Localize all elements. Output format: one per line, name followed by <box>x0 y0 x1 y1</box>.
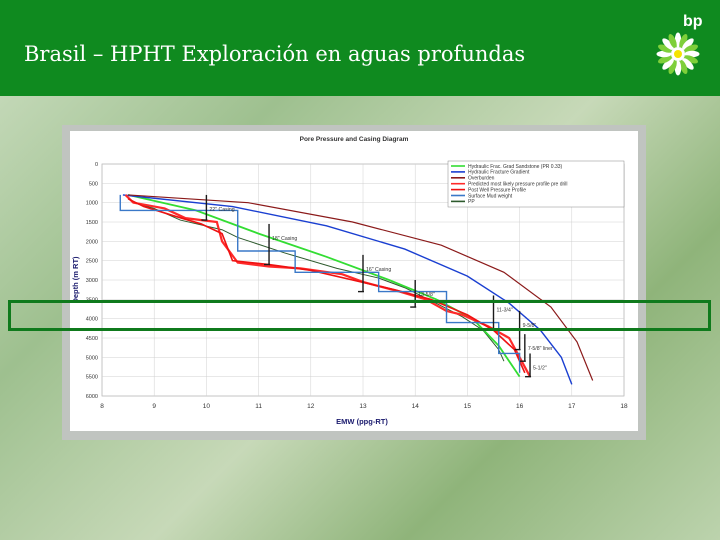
legend-entry: Overburden <box>468 176 495 182</box>
x-tick-label: 16 <box>516 403 524 410</box>
logo-petal <box>683 55 698 64</box>
x-tick-label: 8 <box>100 403 104 410</box>
chart-title: Pore Pressure and Casing Diagram <box>300 136 409 143</box>
logo-petal <box>682 38 694 50</box>
x-tick-label: 11 <box>255 403 262 410</box>
casing-label: 22" Casing <box>209 207 234 213</box>
y-tick-label: 2500 <box>86 259 98 265</box>
y-tick-label: 5000 <box>86 355 98 361</box>
x-tick-label: 15 <box>464 403 472 410</box>
frac-sandstone-line <box>127 194 521 378</box>
x-axis-label: EMW (ppg-RT) <box>336 417 388 426</box>
logo-petal <box>658 44 673 53</box>
logo-petal <box>683 44 698 53</box>
logo-petal <box>682 58 694 70</box>
casing-label: 11-3/4" <box>497 307 513 313</box>
logo-petal <box>679 59 688 74</box>
y-tick-label: 1500 <box>86 220 98 226</box>
post-well-pressure-line <box>127 198 526 374</box>
legend-entry: PP <box>468 199 475 205</box>
logo-petal <box>668 34 677 49</box>
overburden-line <box>128 194 594 381</box>
x-tick-label: 12 <box>307 403 315 410</box>
casing-label: 13-5/8" <box>418 292 435 298</box>
casing-label: 9-5/8" <box>523 323 537 329</box>
x-tick-label: 14 <box>412 403 420 410</box>
x-tick-label: 17 <box>568 403 576 410</box>
legend-entry: Post Well Pressure Profile <box>468 187 526 193</box>
y-axis-label: Depth (m RT) <box>71 256 80 304</box>
y-tick-label: 6000 <box>86 394 98 400</box>
y-tick-label: 4500 <box>86 336 98 342</box>
y-tick-label: 500 <box>89 181 98 187</box>
x-tick-label: 18 <box>620 403 628 410</box>
y-tick-label: 4000 <box>86 317 98 323</box>
legend-entry: Hydraulic Fracture Gradient <box>468 170 530 176</box>
logo-petal <box>668 59 677 74</box>
logo-petal <box>679 34 688 49</box>
mud-weight-line <box>119 194 521 373</box>
highlight-rectangle <box>8 300 711 331</box>
y-tick-label: 0 <box>95 162 98 168</box>
y-tick-label: 2000 <box>86 239 98 245</box>
legend-entry: Hydraulic Frac. Grad Sandstone (PR 0.33) <box>468 164 563 170</box>
casing-label: 5-1/2" <box>533 365 547 371</box>
header-bar: Brasil – HPHT Exploración en aguas profu… <box>0 0 720 96</box>
casing-label: 7-5/8" liner <box>528 346 553 352</box>
x-tick-label: 9 <box>152 403 156 410</box>
pore-pressure-chart: 8 9 10 11 12 13 14 15 16 17 18 0 500 1000 1500 2000 2500… <box>70 131 638 431</box>
casing-label: 16" Casing <box>366 267 391 273</box>
y-tick-label: 5500 <box>86 375 98 381</box>
chart-panel: 8 9 10 11 12 13 14 15 16 17 18 0 500 1000 1500 2000 2500… <box>62 125 646 440</box>
bp-logo-text: bp <box>683 13 703 30</box>
logo-petal <box>662 58 674 70</box>
legend-entry: Predicted most likely pressure profile p… <box>468 182 567 188</box>
casing-label: 18" Casing <box>272 236 297 242</box>
y-tick-label: 3000 <box>86 278 98 284</box>
legend-box <box>447 160 625 208</box>
logo-petal <box>658 55 673 64</box>
x-tick-label: 13 <box>359 403 367 410</box>
slide-title: Brasil – HPHT Exploración en aguas profu… <box>24 42 526 66</box>
x-tick-label: 10 <box>203 403 211 410</box>
legend-entry: Surface Mud weight <box>468 193 513 199</box>
y-tick-label: 1000 <box>86 201 98 207</box>
helios-sunflower-icon <box>656 32 700 76</box>
logo-petal <box>662 38 674 50</box>
fracture-gradient-line <box>122 194 573 385</box>
